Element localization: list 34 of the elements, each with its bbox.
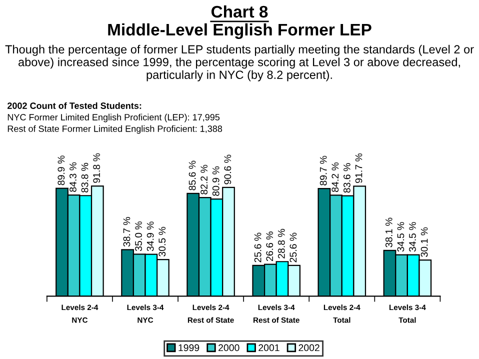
data-label: 30.1 %: [420, 227, 428, 257]
data-label: 35.0 %: [135, 221, 142, 252]
data-label: 90.6 %: [224, 154, 232, 184]
data-label: 25.6 %: [254, 232, 262, 262]
chart-title: Chart 8: [211, 5, 268, 18]
text: Though the percentage of former LEP students partially meeting the standards (Level 2 or above) increased since 1999, the percentage scoring at Level 3 or above decreased, particularly in NYC (by 8.2 percent).: [5, 44, 474, 82]
legend-label: 1999: [178, 344, 200, 352]
data-label: 91.8 %: [93, 153, 100, 183]
data-label: 89.7 %: [320, 156, 327, 186]
data-label: 34.5 %: [409, 222, 416, 252]
data-label: 84.2 %: [332, 162, 339, 192]
text: 2002 Count of Tested Students:: [8, 102, 142, 109]
data-label: 28.8 %: [278, 228, 285, 258]
data-label: 38.7 %: [123, 217, 130, 247]
data-label: 25.6 %: [290, 232, 297, 262]
data-label: 83.6 %: [344, 163, 350, 193]
legend-label: 2001: [258, 344, 280, 352]
data-label: 80.9 %: [212, 166, 220, 196]
data-label: 34.9 %: [146, 222, 154, 252]
data-label: 84.3 %: [70, 162, 76, 192]
legend-label: 2002: [298, 344, 320, 352]
text: NYC Former Limited English Proficient (LEP): 17,995: [8, 114, 220, 122]
chart-subtitle: Middle-Level English Former LEP: [108, 23, 372, 39]
data-label: 26.6 %: [266, 232, 274, 261]
data-label: 89.9 %: [58, 156, 65, 186]
legend-label: 2000: [218, 344, 240, 352]
text: Rest of State Former Limited English Proficient: 1,388: [8, 125, 222, 134]
data-label: 82.2 %: [200, 164, 208, 194]
data-label: 85.6 %: [188, 160, 196, 190]
data-label: 91.7 %: [355, 153, 362, 183]
data-label: 83.8 %: [81, 162, 88, 192]
data-label: 34.5 %: [397, 222, 404, 252]
data-label: 38.1 %: [385, 218, 392, 248]
data-label: 30.5 %: [158, 226, 166, 256]
